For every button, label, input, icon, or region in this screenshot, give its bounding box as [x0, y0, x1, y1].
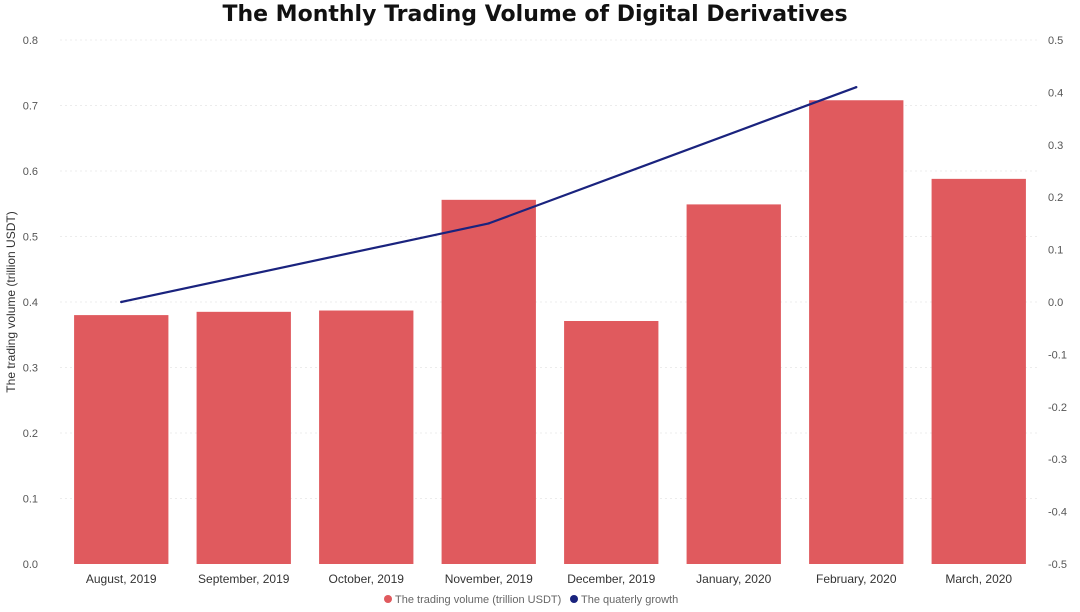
y-tick-label: 0.1 [23, 494, 38, 506]
growth-point [855, 85, 858, 89]
bar [319, 310, 414, 564]
y-tick-label: 0.5 [23, 232, 38, 244]
y2-tick-label: 0.3 [1048, 140, 1063, 152]
y2-tick-label: 0.2 [1048, 192, 1063, 204]
growth-point [487, 222, 490, 225]
x-tick-label: January, 2020 [696, 572, 771, 586]
x-tick-label: August, 2019 [86, 572, 157, 586]
y2-tick-label: 0.4 [1048, 87, 1063, 99]
x-axis-ticks: August, 2019 September, 2019 October, 2019… [86, 572, 1013, 586]
bar [441, 199, 536, 564]
x-tick-label: March, 2020 [945, 572, 1012, 586]
y-tick-label: 0.7 [23, 101, 38, 113]
y2-tick-label: 0.0 [1048, 297, 1063, 309]
x-tick-label: November, 2019 [445, 572, 533, 586]
y-tick-label: 0.3 [23, 363, 38, 375]
growth-point [120, 300, 123, 304]
y2-tick-label: -0.3 [1048, 454, 1067, 466]
x-tick-label: September, 2019 [198, 572, 290, 586]
legend-label-growth: The quaterly growth [581, 594, 678, 606]
bar [74, 315, 169, 564]
right-axis-ticks: -0.5 -0.4 -0.3 -0.2 -0.1 0.0 0.1 0.2 0.3 0.4 0.5 [1048, 35, 1067, 571]
bar [196, 311, 291, 564]
y-tick-label: 0.0 [23, 559, 38, 571]
legend: The trading volume (trillion USDT) The q… [384, 594, 678, 606]
bar-series [74, 100, 1026, 565]
bar [686, 204, 781, 564]
x-tick-label: October, 2019 [329, 572, 405, 586]
y2-tick-label: 0.1 [1048, 245, 1063, 257]
y-tick-label: 0.8 [23, 35, 38, 47]
bar [564, 320, 659, 564]
y2-tick-label: -0.4 [1048, 507, 1067, 519]
x-tick-label: December, 2019 [567, 572, 655, 586]
y2-tick-label: -0.2 [1048, 402, 1067, 414]
chart-title: The Monthly Trading Volume of Digital De… [222, 2, 848, 27]
bar [809, 100, 904, 564]
y2-tick-label: 0.5 [1048, 35, 1063, 47]
legend-label-volume: The trading volume (trillion USDT) [395, 594, 561, 606]
y-tick-label: 0.4 [23, 297, 38, 309]
y2-tick-label: -0.5 [1048, 559, 1067, 571]
y-tick-label: 0.2 [23, 428, 38, 440]
x-tick-label: February, 2020 [816, 572, 897, 586]
legend-swatch-volume [384, 595, 392, 603]
legend-swatch-growth [570, 595, 578, 603]
y2-tick-label: -0.1 [1048, 349, 1067, 361]
bar [931, 178, 1026, 565]
line-series [120, 85, 858, 304]
y-axis-title: The trading volume (trillion USDT) [4, 211, 18, 392]
y-tick-label: 0.6 [23, 166, 38, 178]
left-axis-ticks: 0.0 0.1 0.2 0.3 0.4 0.5 0.6 0.7 0.8 [23, 35, 38, 571]
